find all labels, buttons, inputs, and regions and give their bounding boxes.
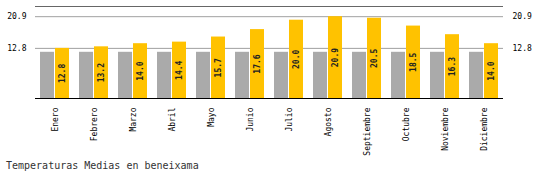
svg-text:20.0: 20.0 [292,50,301,69]
svg-text:14.0: 14.0 [136,61,145,80]
svg-text:20.5: 20.5 [370,49,379,68]
html-text:Temperaturas Medias en beneixa: Temperaturas Medias en beneixama [6,160,199,171]
svg-text:Julio: Julio [285,107,294,131]
svg-text:Octubre: Octubre [402,107,411,141]
svg-text:17.6: 17.6 [253,54,262,73]
svg-text:13.2: 13.2 [97,63,106,82]
svg-text:14.0: 14.0 [487,61,496,80]
svg-text:12.8: 12.8 [513,44,532,53]
svg-text:Abril: Abril [168,107,177,131]
svg-text:18.5: 18.5 [409,52,418,71]
svg-text:Enero: Enero [51,107,60,131]
svg-text:Marzo: Marzo [129,107,138,131]
svg-text:15.7: 15.7 [214,58,223,77]
svg-text:Septiembre: Septiembre [363,107,372,155]
svg-text:Junio: Junio [246,107,255,131]
svg-text:Mayo: Mayo [207,107,216,126]
svg-text:12.8: 12.8 [58,64,67,83]
svg-text:14.4: 14.4 [175,60,184,79]
svg-text:20.9: 20.9 [513,12,532,21]
svg-text:20.9: 20.9 [7,12,26,21]
svg-text:16.3: 16.3 [448,57,457,76]
svg-text:Febrero: Febrero [90,107,99,141]
svg-text:20.9: 20.9 [331,48,340,67]
svg-text:Agosto: Agosto [324,107,333,136]
svg-text:12.8: 12.8 [7,44,26,53]
svg-text:Noviembre: Noviembre [441,107,450,151]
svg-text:Diciembre: Diciembre [480,107,489,151]
